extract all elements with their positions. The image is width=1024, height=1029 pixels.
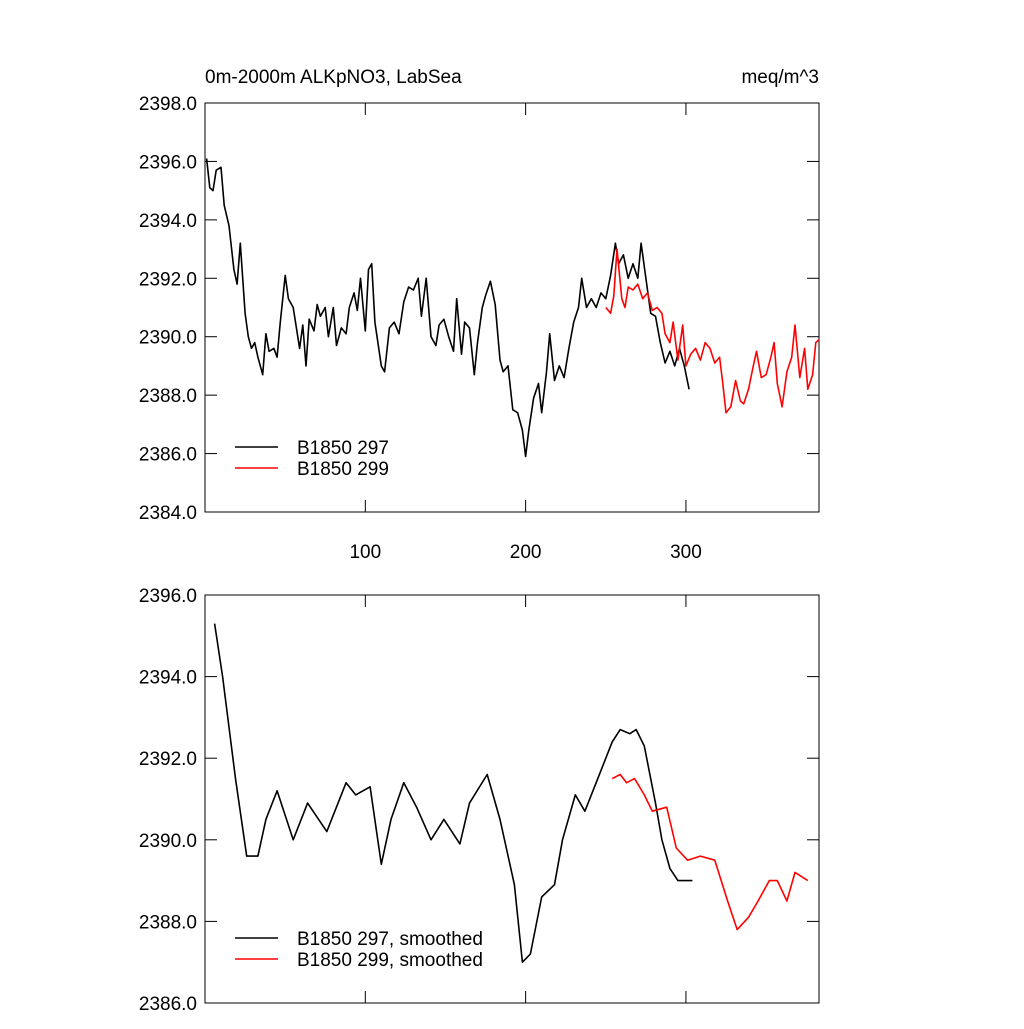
y-tick-label: 2386.0 [139, 445, 197, 466]
y-tick-label: 2390.0 [139, 831, 197, 852]
y-tick-label: 2392.0 [139, 269, 197, 290]
y-tick-label: 2396.0 [139, 586, 197, 607]
data-line [611, 773, 809, 931]
plot-frame [204, 594, 820, 1004]
data-line [213, 623, 693, 963]
legend-label: B1850 299 [297, 459, 389, 480]
x-tick-label: 300 [670, 542, 702, 563]
x-tick-label: 200 [510, 542, 542, 563]
y-tick-label: 2386.0 [139, 994, 197, 1015]
chart-title: 0m-2000m ALKpNO3, LabSea [205, 67, 462, 88]
y-tick-label: 2396.0 [139, 152, 197, 173]
y-tick-label: 2384.0 [139, 503, 197, 524]
y-tick-label: 2394.0 [139, 211, 197, 232]
legend-label: B1850 299, smoothed [297, 950, 483, 971]
y-tick-label: 2388.0 [139, 912, 197, 933]
y-tick-label: 2388.0 [139, 386, 197, 407]
data-line [605, 248, 820, 414]
y-tick-label: 2398.0 [139, 94, 197, 115]
y-tick-label: 2392.0 [139, 749, 197, 770]
data-line [205, 158, 690, 458]
y-tick-label: 2390.0 [139, 328, 197, 349]
x-tick-label: 100 [349, 542, 381, 563]
units-label: meq/m^3 [741, 67, 819, 88]
legend-label: B1850 297, smoothed [297, 929, 483, 950]
legend-label: B1850 297 [297, 438, 389, 459]
y-tick-label: 2394.0 [139, 668, 197, 689]
plot-frame [204, 102, 820, 513]
